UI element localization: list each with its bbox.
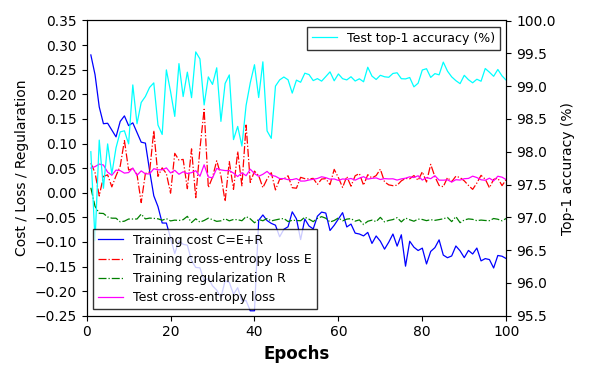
Training cost C=E+R [184,243,191,247]
Test top-1 accuracy (%) [310,78,317,83]
Training cross-entropy loss E [201,107,208,112]
Training cost C=E+R [87,53,94,57]
Test cross-entropy loss [448,180,455,184]
Y-axis label: Top-1 accuracy (%): Top-1 accuracy (%) [561,102,575,234]
Line: Test top-1 accuracy (%): Test top-1 accuracy (%) [91,52,506,241]
X-axis label: Epochs: Epochs [263,345,330,363]
Training regularization R [335,215,342,220]
Test top-1 accuracy (%) [171,114,178,119]
Training regularization R [486,218,493,223]
Legend: Training cost C=E+R, Training cross-entropy loss E, Training regularization R, T: Training cost C=E+R, Training cross-entr… [93,229,317,310]
Training cross-entropy loss E [477,173,484,178]
Training regularization R [360,222,367,227]
Test cross-entropy loss [477,178,484,182]
Training cost C=E+R [247,308,254,313]
Training regularization R [167,218,174,223]
Training cost C=E+R [167,236,174,240]
Training cost C=E+R [473,246,480,250]
Training regularization R [301,215,309,220]
Line: Training cost C=E+R: Training cost C=E+R [91,55,506,311]
Training cross-entropy loss E [343,174,350,179]
Test cross-entropy loss [188,170,195,175]
Training cost C=E+R [339,211,346,215]
Test cross-entropy loss [96,162,103,166]
Line: Training cross-entropy loss E: Training cross-entropy loss E [91,109,506,203]
Training cross-entropy loss E [87,161,94,166]
Test top-1 accuracy (%) [477,79,484,84]
Training regularization R [473,218,480,223]
Training cross-entropy loss E [503,177,510,182]
Test top-1 accuracy (%) [87,149,94,154]
Training cross-entropy loss E [490,177,497,182]
Training cost C=E+R [306,224,313,228]
Training cross-entropy loss E [310,176,317,181]
Test cross-entropy loss [490,179,497,183]
Training regularization R [87,186,94,190]
Training cross-entropy loss E [137,200,145,205]
Training cost C=E+R [486,257,493,262]
Line: Test cross-entropy loss: Test cross-entropy loss [91,164,506,182]
Training regularization R [503,216,510,221]
Test cross-entropy loss [306,178,313,182]
Test cross-entropy loss [87,166,94,170]
Training cross-entropy loss E [188,147,195,151]
Test top-1 accuracy (%) [192,50,199,54]
Y-axis label: Cost / Loss / Regularation: Cost / Loss / Regularation [15,80,29,256]
Test top-1 accuracy (%) [343,77,350,82]
Test cross-entropy loss [339,177,346,181]
Test cross-entropy loss [503,177,510,182]
Training regularization R [184,214,191,218]
Test cross-entropy loss [171,168,178,173]
Training cross-entropy loss E [171,151,178,156]
Line: Training regularization R: Training regularization R [91,188,506,225]
Test top-1 accuracy (%) [91,239,99,243]
Test top-1 accuracy (%) [490,74,497,79]
Test top-1 accuracy (%) [503,78,510,82]
Test top-1 accuracy (%) [188,95,195,100]
Training cost C=E+R [503,256,510,261]
